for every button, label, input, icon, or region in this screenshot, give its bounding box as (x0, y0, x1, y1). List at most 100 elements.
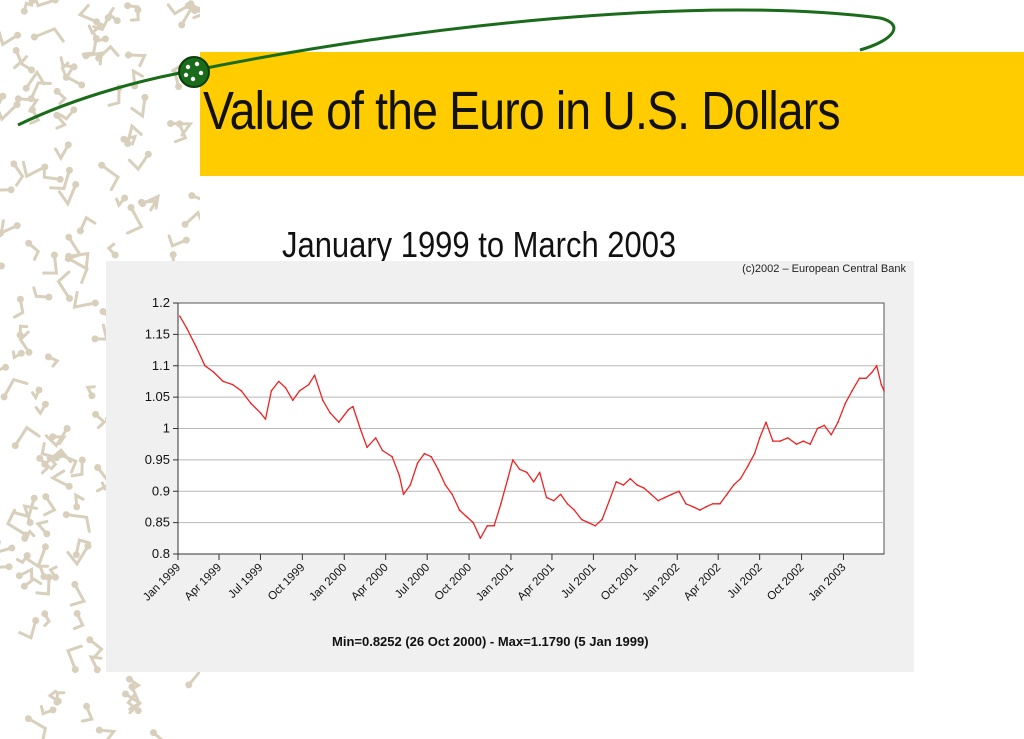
title-band (200, 52, 1024, 176)
data-point (566, 503, 569, 505)
data-point (204, 364, 206, 367)
data-point (726, 493, 728, 496)
data-point (883, 390, 885, 392)
data-point (699, 509, 701, 511)
x-tick-label: Oct 2000 (433, 562, 474, 603)
data-point (823, 424, 826, 427)
data-point (601, 518, 603, 521)
data-point (758, 437, 761, 439)
data-point (608, 499, 611, 502)
data-point (409, 484, 412, 486)
data-point (472, 521, 475, 524)
y-tick-label: 1.15 (145, 326, 170, 341)
data-point (636, 484, 638, 486)
data-point (402, 493, 405, 496)
data-point (416, 462, 419, 464)
data-point (270, 390, 273, 392)
y-tick-label: 0.95 (145, 452, 170, 467)
data-point (765, 421, 767, 423)
data-point (643, 487, 645, 489)
data-point (298, 390, 301, 392)
data-point (657, 499, 659, 502)
data-point (507, 477, 509, 480)
data-point (670, 493, 673, 496)
data-point (753, 452, 756, 455)
data-point (284, 386, 287, 389)
x-tick-label: Jan 1999 (141, 562, 183, 604)
data-point (851, 390, 853, 392)
data-point (779, 440, 781, 442)
data-point (212, 371, 215, 373)
data-point (240, 390, 243, 392)
data-point (629, 477, 632, 480)
x-tick-label: Jan 2002 (640, 562, 682, 604)
data-point (250, 402, 252, 405)
data-point (374, 437, 377, 439)
data-point (559, 493, 562, 496)
data-point (622, 484, 625, 486)
x-tick-label: Jul 2002 (726, 562, 765, 601)
data-point (809, 443, 811, 445)
y-tick-label: 1.05 (145, 389, 170, 404)
x-tick-label: Oct 1999 (266, 562, 307, 603)
data-point (580, 518, 583, 521)
x-tick-label: Oct 2002 (765, 562, 806, 603)
data-point (329, 412, 331, 414)
data-point (802, 440, 805, 442)
data-point (338, 421, 340, 423)
data-point (664, 496, 666, 499)
data-point (185, 327, 188, 329)
x-tick-label: Jul 2001 (559, 562, 598, 601)
data-point (486, 525, 489, 527)
x-tick-label: Apr 1999 (183, 562, 224, 603)
chart-footer: Min=0.8252 (26 Oct 2000) - Max=1.1790 (5… (332, 634, 649, 649)
x-tick-label: Jan 2003 (807, 562, 849, 604)
data-point (444, 484, 447, 486)
x-tick-label: Jan 2001 (474, 562, 516, 604)
data-point (573, 509, 576, 511)
data-point (259, 412, 262, 414)
y-tick-label: 1.2 (152, 295, 170, 310)
x-tick-label: Apr 2000 (349, 562, 390, 603)
data-point (391, 455, 393, 458)
y-tick-label: 0.9 (152, 483, 170, 498)
chart-credit: (c)2002 – European Central Bank (742, 263, 906, 275)
data-point (553, 499, 555, 502)
data-point (538, 471, 541, 474)
data-point (264, 418, 267, 420)
data-point (222, 380, 224, 383)
x-tick-label: Jul 1999 (226, 562, 265, 601)
data-point (594, 525, 596, 527)
bullet-icon (178, 56, 210, 88)
data-point (359, 427, 361, 430)
data-point (430, 455, 433, 458)
data-point (615, 481, 617, 483)
y-tick-label: 1.1 (152, 358, 170, 373)
data-point (692, 506, 694, 508)
data-point (179, 315, 181, 317)
data-point (747, 465, 749, 467)
data-point (865, 377, 867, 380)
swoosh-decoration (17, 8, 896, 127)
data-point (875, 364, 878, 367)
x-tick-label: Apr 2001 (516, 562, 557, 603)
data-point (493, 525, 495, 527)
y-tick-label: 0.8 (152, 546, 170, 561)
y-tick-label: 0.85 (145, 515, 170, 530)
chart-panel: (c)2002 – European Central Bank 1.2 1.15 1… (106, 261, 914, 672)
data-point (423, 452, 426, 455)
data-point (277, 380, 280, 383)
data-point (518, 468, 521, 471)
data-point (830, 434, 832, 436)
data-point (231, 383, 234, 386)
y-tick-label: 1 (163, 421, 170, 436)
data-point (313, 374, 316, 376)
x-tick-label: Apr 2002 (682, 562, 723, 603)
data-point (719, 503, 721, 505)
data-point (381, 449, 384, 452)
data-point (795, 443, 798, 445)
x-tick-label: Jul 2000 (393, 562, 432, 601)
decorative-pattern (0, 0, 200, 739)
data-point (816, 427, 819, 430)
data-point (711, 503, 714, 505)
